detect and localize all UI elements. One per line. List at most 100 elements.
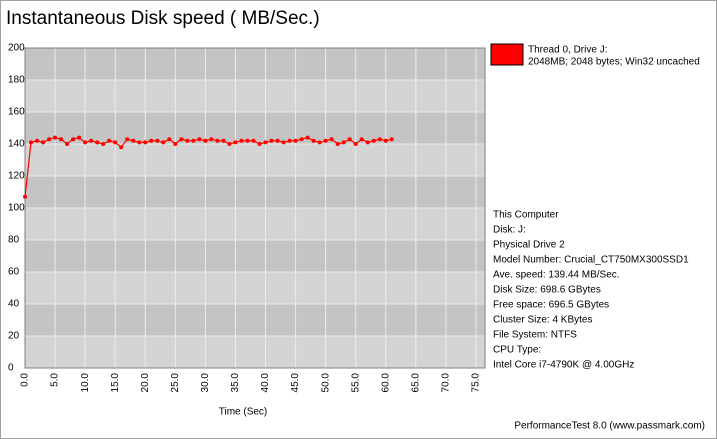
x-tick-label: 55.0	[350, 373, 361, 393]
data-point	[35, 138, 40, 143]
info-line: File System: NTFS	[493, 330, 577, 341]
data-point	[275, 138, 280, 143]
data-point	[53, 135, 58, 140]
data-point	[269, 138, 274, 143]
info-line: This Computer	[493, 210, 559, 221]
data-point	[149, 138, 154, 143]
data-point	[305, 135, 310, 140]
y-tick-label: 20	[8, 331, 20, 342]
data-point	[89, 138, 94, 143]
data-point	[77, 135, 82, 140]
data-point	[137, 140, 142, 145]
y-tick-label: 60	[8, 267, 20, 278]
data-point	[389, 137, 394, 142]
data-point	[173, 142, 178, 146]
y-tick-label: 160	[8, 107, 25, 118]
data-point	[29, 140, 34, 145]
footer: PerformanceTest 8.0 (www.passmark.com)	[514, 421, 705, 432]
data-point	[197, 137, 202, 142]
info-line: Intel Core i7-4790K @ 4.00GHz	[493, 360, 634, 371]
y-tick-label: 120	[8, 171, 25, 182]
data-point	[185, 138, 190, 143]
info-line: Physical Drive 2	[493, 240, 565, 251]
data-point	[131, 138, 136, 143]
data-point	[203, 138, 208, 143]
data-point	[359, 137, 364, 142]
info-line: CPU Type:	[493, 345, 541, 356]
x-tick-label: 70.0	[441, 373, 452, 393]
x-tick-label: 30.0	[200, 373, 211, 393]
data-point	[251, 138, 256, 143]
data-point	[335, 142, 340, 146]
info-line: Cluster Size: 4 KBytes	[493, 315, 592, 326]
legend-detail: 2048MB; 2048 bytes; Win32 uncached	[528, 57, 700, 68]
x-tick-label: 15.0	[110, 373, 121, 393]
y-tick-label: 140	[8, 139, 25, 150]
data-point	[227, 142, 232, 146]
data-point	[377, 137, 382, 142]
chart-title: Instantaneous Disk speed ( MB/Sec.)	[6, 8, 320, 29]
data-point	[191, 138, 196, 143]
y-tick-label: 40	[8, 299, 20, 310]
plot-band	[25, 176, 485, 208]
x-tick-label: 35.0	[230, 373, 241, 393]
data-point	[155, 138, 160, 143]
x-tick-label: 10.0	[80, 373, 91, 393]
data-point	[83, 140, 88, 145]
x-tick-label: 65.0	[410, 373, 421, 393]
x-tick-label: 5.0	[50, 373, 61, 387]
data-point	[263, 140, 268, 145]
data-point	[47, 137, 52, 142]
data-point	[221, 138, 226, 143]
data-point	[347, 137, 352, 142]
x-tick-label: 45.0	[290, 373, 301, 393]
y-tick-label: 100	[8, 203, 25, 214]
data-point	[113, 140, 118, 145]
data-point	[257, 142, 262, 146]
x-tick-label: 25.0	[170, 373, 181, 393]
data-point	[167, 137, 172, 142]
data-point	[119, 145, 124, 150]
data-point	[71, 137, 76, 142]
data-point	[125, 137, 130, 142]
data-point	[41, 140, 46, 145]
data-point	[161, 140, 166, 145]
x-tick-label: 50.0	[320, 373, 331, 393]
info-line: Disk Size: 698.6 GBytes	[493, 285, 601, 296]
info-line: Free space: 696.5 GBytes	[493, 300, 609, 311]
x-tick-label: 40.0	[260, 373, 271, 393]
x-tick-label: 60.0	[380, 373, 391, 393]
info-line: Ave. speed: 139.44 MB/Sec.	[493, 270, 620, 281]
y-tick-label: 0	[8, 363, 14, 374]
plot-band	[25, 48, 485, 80]
plot-band	[25, 304, 485, 336]
x-tick-label: 20.0	[140, 373, 151, 393]
x-tick-label: 0.0	[20, 373, 31, 387]
data-point	[329, 137, 334, 142]
data-point	[233, 140, 238, 145]
data-point	[371, 138, 376, 143]
x-axis-label: Time (Sec)	[219, 407, 268, 418]
y-tick-label: 200	[8, 43, 25, 54]
data-point	[65, 142, 70, 146]
legend-swatch	[490, 43, 524, 66]
data-point	[383, 138, 388, 143]
y-tick-label: 180	[8, 75, 25, 86]
data-point	[179, 137, 184, 142]
data-point	[365, 140, 370, 145]
data-point	[353, 142, 358, 146]
y-tick-label: 80	[8, 235, 20, 246]
data-point	[281, 140, 286, 145]
plot-band	[25, 240, 485, 272]
data-point	[293, 138, 298, 143]
plot-band	[25, 112, 485, 144]
data-point	[59, 137, 64, 142]
data-point	[215, 138, 220, 143]
data-point	[107, 138, 112, 143]
plot-border	[24, 47, 486, 369]
data-point	[245, 138, 250, 143]
info-line: Disk: J:	[493, 225, 526, 236]
data-point	[311, 138, 316, 143]
data-point	[299, 137, 304, 142]
